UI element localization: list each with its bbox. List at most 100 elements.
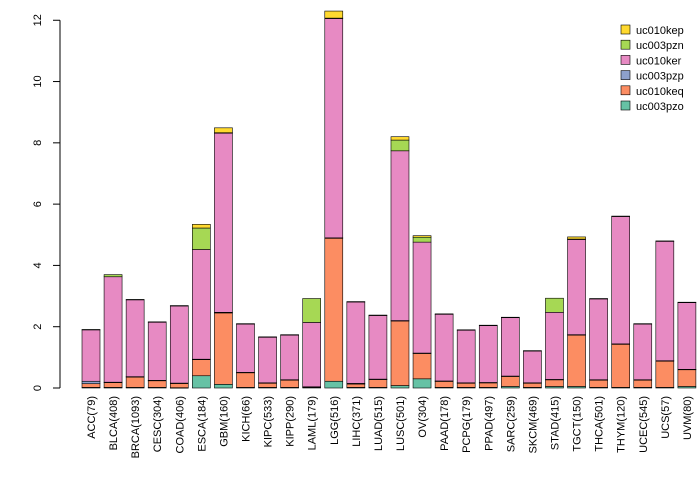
bar-segment-uc010ker (677, 302, 697, 370)
legend-swatch-uc003pzp (620, 70, 631, 80)
bar-segment-uc010ker (611, 216, 630, 345)
bar-segment-uc003pzo (214, 384, 233, 389)
x-category-label: KICH(66) (240, 396, 252, 442)
bar-segment-uc010ker (192, 249, 211, 360)
bar-segment-uc003pzn (501, 316, 520, 319)
x-category-label: PAAD(178) (439, 396, 451, 451)
bar-segment-uc003pzn (545, 297, 564, 313)
bar-segment-uc003pzn (611, 215, 630, 217)
bar-segment-uc003pzn (81, 329, 101, 331)
bar-segment-uc010keq (633, 379, 653, 388)
bar-segment-uc010ker (545, 312, 564, 380)
bar-segment-uc010ker (633, 323, 653, 381)
bar-segment-uc003pzn (412, 236, 432, 243)
bar-segment-uc010ker (589, 298, 608, 381)
bar-segment-uc003pzn (478, 324, 498, 326)
x-category-label: THCA(501) (594, 396, 606, 452)
bar-segment-uc003pzn (258, 336, 277, 338)
bar-segment-uc010ker (655, 240, 675, 362)
bar-segment-uc003pzn (147, 321, 167, 323)
x-category-label: KIPP(290) (285, 396, 297, 447)
bar-segment-uc010ker (147, 321, 167, 381)
x-category-label: SKCM(469) (527, 396, 539, 453)
x-category-label: TGCT(150) (572, 396, 584, 452)
bar-segment-uc003pzn (125, 299, 145, 301)
bar-segment-uc010ker (567, 239, 586, 335)
bar-segment-uc003pzn (368, 314, 388, 316)
x-category-label: LUAD(515) (373, 396, 385, 451)
bar-segment-uc010keq (434, 380, 454, 388)
bar-segment-uc010ker (324, 18, 344, 239)
bar-segment-uc010kep (567, 236, 586, 240)
bar-segment-uc010keq (192, 359, 211, 377)
bar-segment-uc010ker (214, 132, 233, 313)
bar-segment-uc010keq (655, 360, 675, 388)
bar-segment-uc010ker (258, 336, 277, 384)
bar-segment-uc010ker (368, 315, 388, 380)
bar-segment-uc003pzn (346, 301, 366, 303)
x-category-label: BLCA(408) (108, 396, 120, 450)
bar-segment-uc010ker (346, 301, 366, 384)
y-tick-label: 8 (32, 140, 44, 146)
x-category-label: LGG(516) (329, 396, 341, 445)
x-category-label: PCPG(179) (461, 396, 473, 453)
bar-segment-uc010keq (81, 383, 101, 388)
bar-segment-uc010ker (456, 329, 476, 384)
bar-segment-uc010kep (192, 224, 211, 229)
bar-segment-uc010keq (103, 382, 123, 388)
bar-segment-uc010keq (280, 379, 299, 388)
bar-segment-uc010ker (103, 276, 123, 383)
bar-segment-uc010keq (545, 379, 564, 387)
y-axis: 0 2 4 6 8 10 12 (32, 14, 61, 391)
legend-label-uc003pzn: uc003pzn (636, 40, 684, 52)
y-tick-label: 10 (32, 75, 44, 87)
y-tick-label: 6 (32, 201, 44, 207)
bar-segment-uc010kep (412, 235, 432, 238)
bar-segment-uc010ker (501, 317, 520, 377)
bar-segment-uc010keq (501, 376, 520, 387)
legend-swatch-uc003pzo (620, 100, 631, 111)
bar-segment-uc010keq (346, 383, 366, 388)
bar-segment-uc003pzn (434, 313, 454, 315)
legend: uc010kep uc003pzn uc010ker uc003pzp uc010keq… (620, 24, 684, 113)
bar-segment-uc003pzo (192, 375, 211, 389)
bar-segment-uc003pzo (412, 378, 432, 389)
bar-segment-uc003pzn (390, 139, 410, 152)
bar-segment-uc010ker (434, 313, 454, 382)
bar-segment-uc010ker (81, 329, 101, 382)
bar-segment-uc010keq (456, 382, 476, 388)
bar-segment-uc010ker (390, 150, 410, 321)
bar-segment-uc010kep (324, 10, 344, 19)
bar-segment-uc003pzn (169, 305, 189, 307)
bar-segment-uc003pzn (589, 298, 608, 300)
bar-segment-uc010ker (302, 322, 322, 388)
x-category-label: LAML(179) (307, 396, 319, 450)
bar-segment-uc010ker (412, 241, 432, 354)
x-category-label: LUSC(501) (395, 396, 407, 451)
x-category-label: THYM(120) (616, 396, 628, 453)
bar-segment-uc010keq (478, 382, 498, 388)
x-category-label: LIHC(371) (351, 396, 363, 447)
legend-swatch-uc010keq (620, 85, 631, 96)
bar-segment-uc010keq (368, 379, 388, 388)
bar-segment-uc010keq (169, 383, 189, 388)
legend-swatch-uc003pzn (620, 39, 631, 50)
bar-segment-uc010keq (611, 343, 630, 388)
bar-segment-uc010keq (677, 369, 697, 387)
bar-segment-uc003pzn (655, 240, 675, 242)
legend-label-uc010keq: uc010keq (636, 86, 684, 98)
y-tick-label: 4 (32, 262, 44, 268)
legend-label-uc010ker: uc010ker (636, 55, 682, 67)
bar-segment-uc010ker (478, 325, 498, 383)
bar-segment-uc003pzn (302, 298, 322, 323)
x-category-label: PPAD(497) (483, 396, 495, 451)
bar-segment-uc003pzp (81, 380, 101, 385)
bar-segment-uc010keq (589, 379, 608, 388)
bars-group (81, 10, 697, 389)
x-category-label: UVM(80) (682, 396, 694, 440)
bar-segment-uc003pzn (280, 334, 299, 336)
bar-segment-uc010ker (236, 323, 255, 373)
bar-segment-uc010keq (390, 320, 410, 386)
